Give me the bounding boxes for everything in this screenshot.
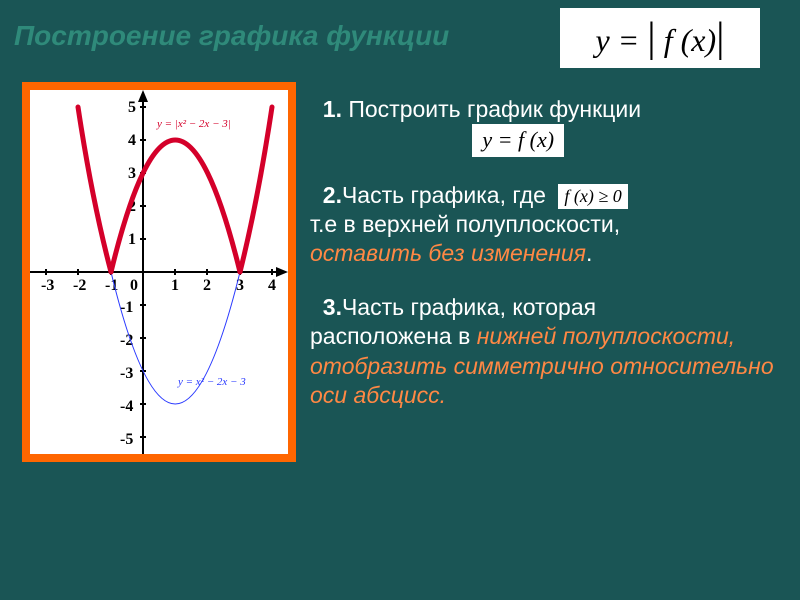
step3-text-a: Часть графика, которая <box>342 294 596 320</box>
svg-text:1: 1 <box>128 231 136 248</box>
svg-text:1: 1 <box>171 277 179 294</box>
svg-text:5: 5 <box>128 99 136 116</box>
step2-highlight: оставить без изменения <box>310 240 586 266</box>
main-formula-box: y = | f (x)| <box>560 8 760 68</box>
svg-text:4: 4 <box>128 132 136 149</box>
slide-title: Построение графика функции <box>14 20 449 52</box>
step1-formula: y = f (x) <box>472 124 564 156</box>
step1-text: Построить график функции <box>348 96 641 122</box>
svg-text:3: 3 <box>128 165 136 182</box>
svg-text:-3: -3 <box>41 277 54 294</box>
chart-svg: -3 -2 -1 0 1 2 3 4 5 4 3 2 1 -1 -2 -3 -4… <box>30 90 288 454</box>
curve-blue-label: y = x² − 2x − 3 <box>177 376 246 388</box>
curve-red-label: y = |x² − 2x − 3| <box>156 118 231 130</box>
step3-text-b: расположена в <box>310 323 477 349</box>
chart-area: -3 -2 -1 0 1 2 3 4 5 4 3 2 1 -1 -2 -3 -4… <box>30 90 288 454</box>
svg-text:-2: -2 <box>73 277 86 294</box>
chart-frame: -3 -2 -1 0 1 2 3 4 5 4 3 2 1 -1 -2 -3 -4… <box>22 82 296 462</box>
svg-text:-4: -4 <box>120 398 133 415</box>
step-2: 2.Часть графика, где f (x) ≥ 0 т.е в вер… <box>310 181 790 269</box>
svg-text:-2: -2 <box>120 332 133 349</box>
main-formula: y = | f (x)| <box>595 14 724 62</box>
step-1: 1. Построить график функции y = f (x) <box>310 95 790 157</box>
step2-dot: . <box>586 240 592 266</box>
step2-formula: f (x) ≥ 0 <box>558 184 627 209</box>
step1-num: 1. <box>323 96 342 122</box>
step3-num: 3. <box>323 294 342 320</box>
svg-text:-5: -5 <box>120 431 133 448</box>
svg-text:3: 3 <box>236 277 244 294</box>
text-column: 1. Построить график функции y = f (x) 2.… <box>310 95 790 435</box>
svg-text:4: 4 <box>268 277 276 294</box>
svg-text:2: 2 <box>203 277 211 294</box>
step2-text-b: т.е в верхней полуплоскости, <box>310 211 620 237</box>
curve-abs-left <box>78 107 111 272</box>
step2-num: 2. <box>323 182 342 208</box>
step2-text-a: Часть графика, где <box>342 182 546 208</box>
curve-abs-hump <box>111 140 240 272</box>
curve-abs-right <box>240 107 272 272</box>
step-3: 3.Часть графика, которая расположена в н… <box>310 293 790 411</box>
svg-text:0: 0 <box>130 277 138 294</box>
svg-text:-3: -3 <box>120 365 133 382</box>
